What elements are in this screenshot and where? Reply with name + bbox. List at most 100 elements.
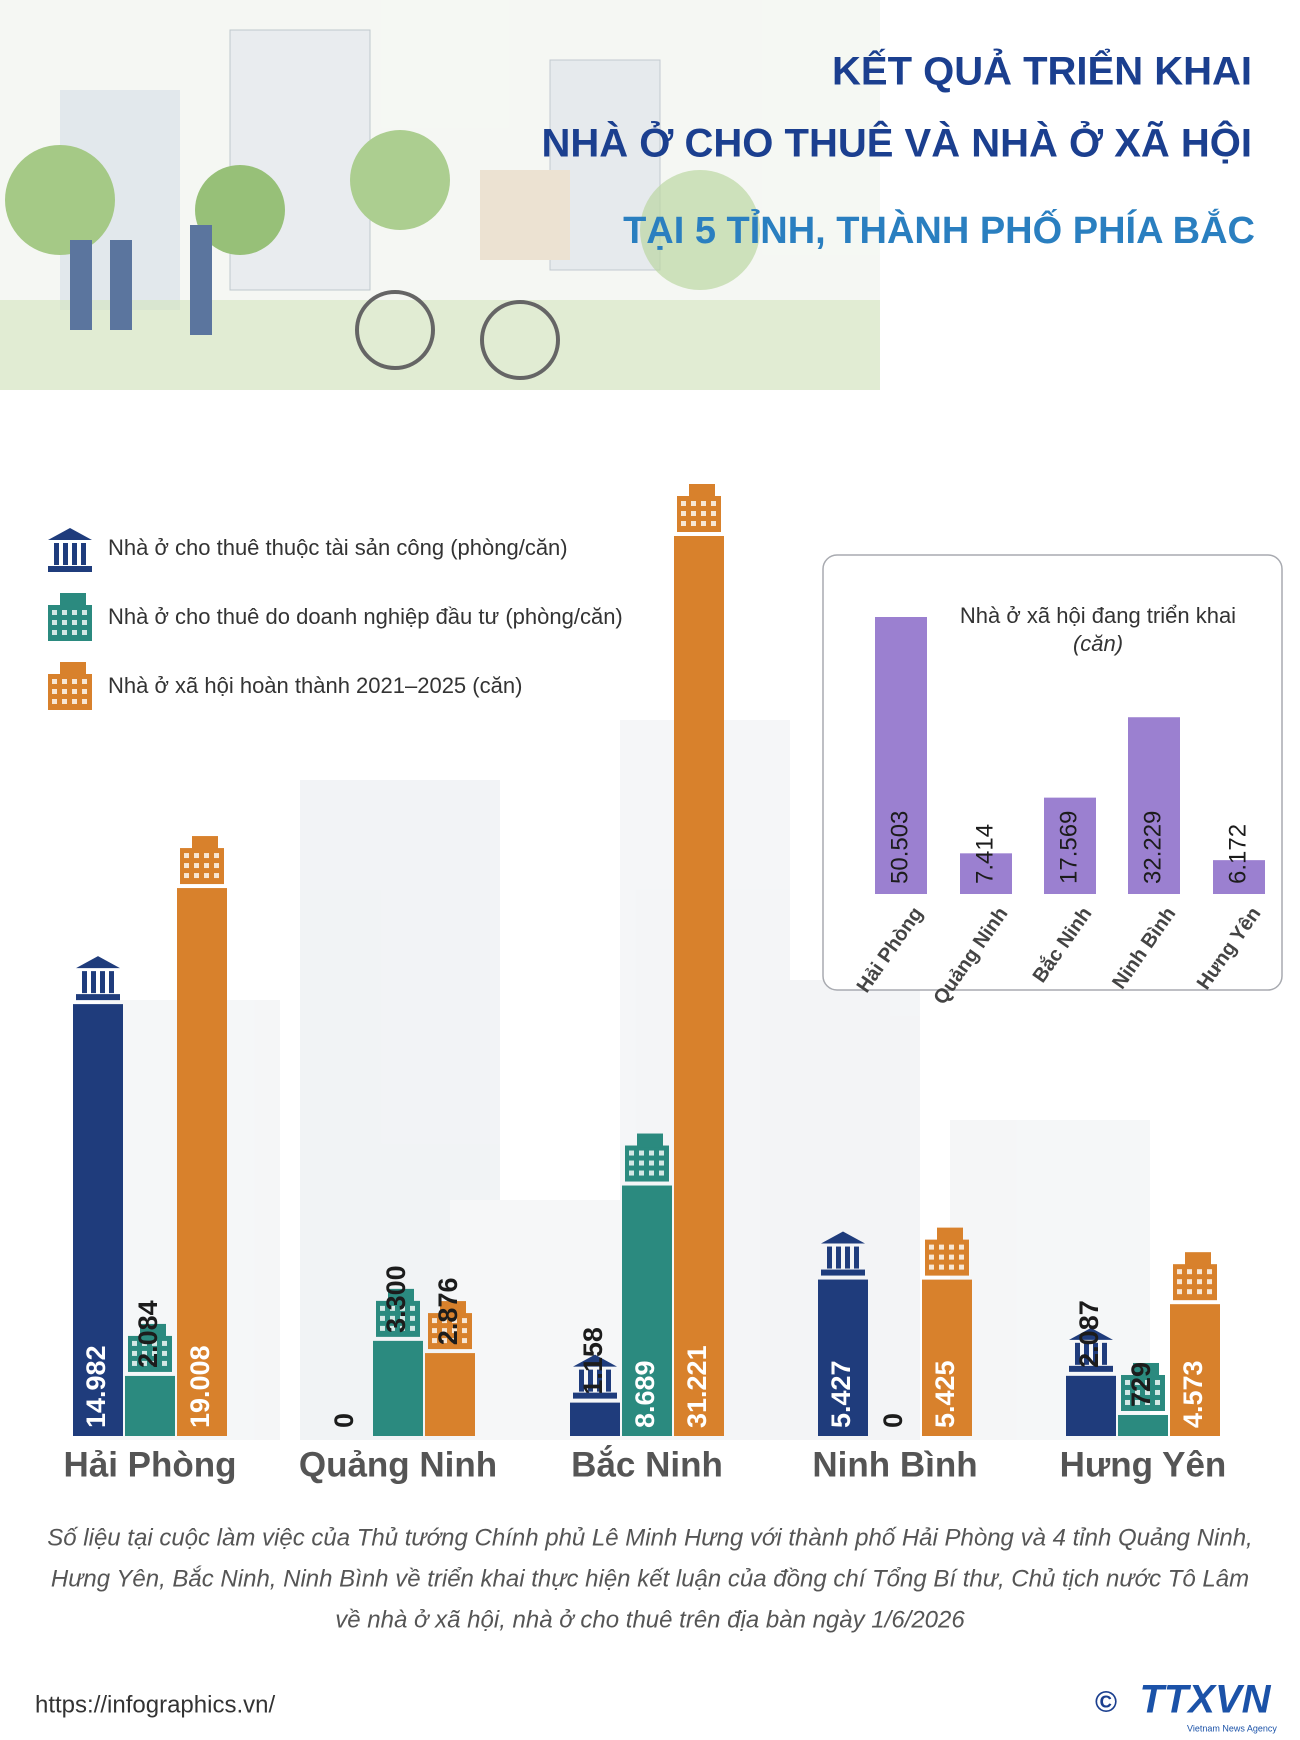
icon-window: [691, 511, 696, 516]
icon-window: [410, 1305, 415, 1311]
icon-top: [192, 836, 218, 851]
icon-window: [1197, 1269, 1202, 1275]
bar-icon: [48, 528, 92, 572]
icon-window: [82, 679, 87, 684]
icon-window: [432, 1328, 437, 1334]
title-line: KẾT QUẢ TRIỂN KHAI: [832, 47, 1252, 94]
value-label: 31.221: [682, 1345, 712, 1428]
icon-window: [442, 1338, 447, 1344]
bar-icon: [1069, 1327, 1113, 1372]
icon-window: [214, 853, 219, 859]
footnote: Hưng Yên, Bắc Ninh, Ninh Bình về triển k…: [51, 1565, 1249, 1592]
icon-roof: [573, 1354, 617, 1367]
icon-base: [76, 994, 120, 1001]
value-label: 5.427: [826, 1360, 856, 1428]
icon-pillar: [836, 1246, 841, 1269]
icon-window: [929, 1254, 934, 1260]
icon-window: [72, 610, 77, 615]
icon-window: [649, 1170, 654, 1176]
icon-window: [691, 521, 696, 526]
icon-top: [440, 1301, 466, 1316]
title-line: TẠI 5 TỈNH, THÀNH PHỐ PHÍA BẮC: [623, 207, 1255, 252]
icon-window: [442, 1328, 447, 1334]
icon-window: [194, 853, 199, 859]
value-label: 1.158: [578, 1327, 608, 1395]
icon-top: [60, 662, 86, 676]
bar-icon: [1121, 1362, 1165, 1411]
x-tick-label: Hưng Yên: [1060, 1445, 1227, 1484]
icon-window: [701, 501, 706, 506]
icon-window: [462, 1318, 467, 1324]
value-label: 2.876: [433, 1278, 463, 1346]
icon-window: [1207, 1279, 1212, 1285]
icon-window: [681, 521, 686, 526]
bar: [1066, 1375, 1116, 1436]
icon-top: [689, 484, 715, 498]
inset-subtitle: (căn): [1073, 631, 1123, 656]
icon-base: [48, 566, 92, 572]
icon-window: [380, 1315, 385, 1321]
icon-window: [659, 1160, 664, 1166]
icon-base: [1069, 1365, 1113, 1372]
icon-window: [1155, 1389, 1160, 1395]
icon-window: [1207, 1269, 1212, 1275]
icon-window: [400, 1325, 405, 1331]
icon-pillar: [82, 971, 87, 994]
icon-window: [711, 521, 716, 526]
icon-window: [929, 1244, 934, 1250]
icon-window: [82, 689, 87, 694]
icon-pillar: [827, 1246, 832, 1269]
bar-icon: [128, 1323, 172, 1372]
value-label: 0: [329, 1413, 359, 1428]
icon-top: [1133, 1362, 1159, 1377]
icon-window: [52, 630, 57, 635]
bar: [177, 888, 227, 1436]
legend-label: Nhà ở cho thuê thuộc tài sản công (phòng…: [108, 535, 568, 560]
icon-window: [949, 1244, 954, 1250]
icon-window: [152, 1360, 157, 1366]
value-label: 5.425: [930, 1360, 960, 1428]
icon-base: [821, 1269, 865, 1276]
icon-window: [1145, 1379, 1150, 1385]
icon-window: [52, 620, 57, 625]
icon-window: [659, 1150, 664, 1156]
value-label: 8.689: [630, 1360, 660, 1428]
icon-window: [1125, 1399, 1130, 1405]
icon-window: [959, 1254, 964, 1260]
icon-window: [649, 1160, 654, 1166]
icon-window: [462, 1328, 467, 1334]
inset-value-label: 6.172: [1224, 824, 1251, 884]
icon-window: [82, 620, 87, 625]
icon-pillar: [72, 543, 77, 565]
icon-window: [82, 610, 87, 615]
x-tick-label: Bắc Ninh: [571, 1444, 723, 1484]
icon-window: [629, 1170, 634, 1176]
icon-window: [681, 501, 686, 506]
icon-window: [162, 1350, 167, 1356]
icon-window: [390, 1305, 395, 1311]
footnote: về nhà ở xã hội, nhà ở cho thuê trên địa…: [335, 1606, 965, 1633]
icon-window: [152, 1350, 157, 1356]
icon-window: [400, 1315, 405, 1321]
icon-window: [1125, 1389, 1130, 1395]
legend-label: Nhà ở xã hội hoàn thành 2021–2025 (căn): [108, 673, 522, 698]
icon-window: [72, 620, 77, 625]
icon-window: [204, 873, 209, 879]
icon-window: [649, 1150, 654, 1156]
icon-window: [62, 679, 67, 684]
icon-window: [82, 699, 87, 704]
icon-window: [72, 689, 77, 694]
bar: [125, 1375, 175, 1436]
inset-bar: [1128, 717, 1180, 894]
legend-label: Nhà ở cho thuê do doanh nghiệp đầu tư (p…: [108, 604, 623, 629]
icon-window: [929, 1264, 934, 1270]
icon-window: [639, 1150, 644, 1156]
icon-window: [62, 699, 67, 704]
icon-window: [52, 679, 57, 684]
icon-window: [390, 1325, 395, 1331]
icon-window: [432, 1338, 437, 1344]
bar: [622, 1185, 672, 1436]
bar-icon: [76, 956, 120, 1001]
icon-window: [701, 521, 706, 526]
footnote: Số liệu tại cuộc làm việc của Thủ tướng …: [47, 1524, 1252, 1551]
